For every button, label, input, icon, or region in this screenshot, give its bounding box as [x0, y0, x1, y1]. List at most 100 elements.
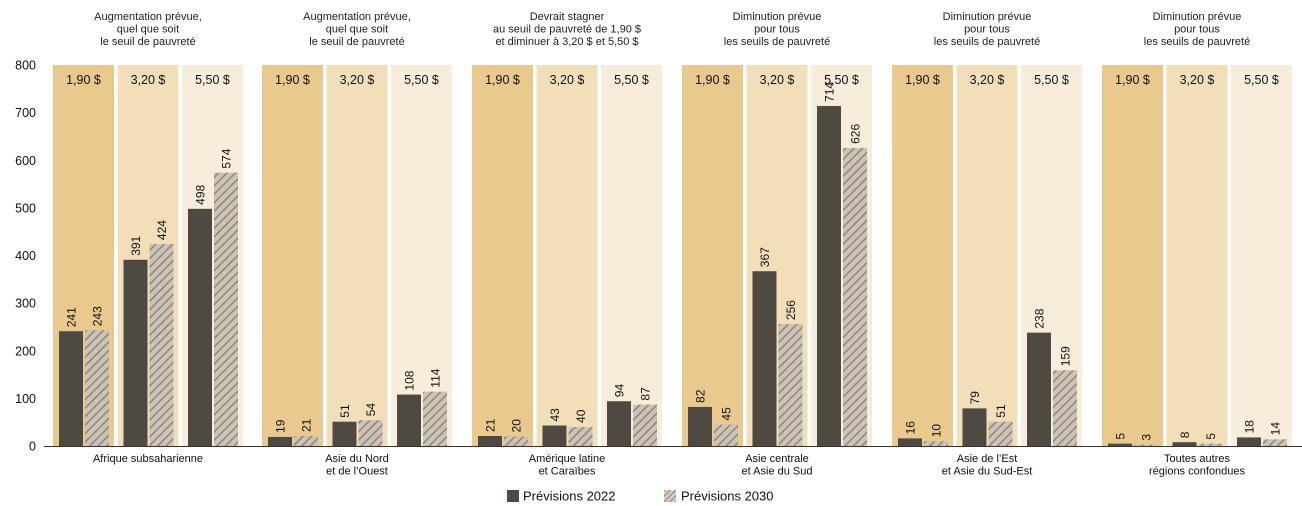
- threshold-label: 3,20 $: [760, 73, 795, 87]
- threshold-band: [536, 65, 598, 446]
- data-label: 40: [574, 409, 588, 423]
- group-header: pour tous: [1174, 24, 1220, 36]
- threshold-label: 5,50 $: [824, 73, 859, 87]
- region-label: Afrique subsaharienne: [93, 453, 203, 465]
- group-header: quel que soit: [117, 24, 179, 36]
- region-label: Amérique latine: [529, 453, 605, 465]
- group-header: Augmentation prévue,: [303, 11, 411, 23]
- bar-2022: [332, 421, 357, 446]
- group-header: Diminution prévue: [943, 11, 1032, 23]
- bar-2022: [542, 425, 567, 446]
- data-label: 159: [1059, 346, 1073, 366]
- bar-2022: [59, 331, 83, 446]
- data-label: 714: [823, 82, 837, 102]
- data-label: 51: [994, 404, 1008, 418]
- threshold-band: [682, 65, 743, 446]
- group-header: les seuils de pauvreté: [1144, 36, 1250, 48]
- data-label: 20: [510, 419, 524, 433]
- bar-2022: [268, 436, 292, 446]
- data-label: 18: [1243, 420, 1257, 434]
- group-header: le seuil de pauvreté: [309, 36, 404, 48]
- bar-2030: [504, 436, 528, 446]
- group-header: Diminution prévue: [733, 11, 822, 23]
- threshold-band: [472, 65, 533, 446]
- threshold-band: [262, 65, 323, 446]
- data-label: 19: [274, 419, 288, 433]
- data-label: 51: [338, 404, 352, 418]
- group-header: et diminuer à 3,20 $ et 5,50 $: [495, 36, 638, 48]
- y-tick-label: 400: [15, 249, 36, 263]
- y-tick-label: 600: [15, 154, 36, 168]
- data-label: 626: [849, 124, 863, 144]
- group-header: Devrait stagner: [530, 11, 605, 23]
- data-label: 45: [720, 407, 734, 421]
- y-tick-label: 700: [15, 106, 36, 120]
- bar-2022: [1108, 443, 1132, 446]
- y-tick-label: 100: [15, 392, 36, 406]
- bar-2030: [843, 147, 867, 446]
- threshold-label: 3,20 $: [340, 73, 375, 87]
- bar-2022: [898, 438, 922, 446]
- threshold-band: [601, 65, 662, 446]
- bar-2022: [1237, 437, 1261, 446]
- legend-label-2030: Prévisions 2030: [681, 489, 774, 504]
- threshold-label: 5,50 $: [1244, 73, 1279, 87]
- data-label: 424: [155, 220, 169, 240]
- legend-label-2022: Prévisions 2022: [523, 489, 616, 504]
- threshold-band: [956, 65, 1018, 446]
- threshold-label: 3,20 $: [131, 73, 166, 87]
- data-label: 241: [65, 307, 79, 327]
- bar-2030: [988, 421, 1013, 446]
- data-label: 114: [429, 368, 443, 387]
- threshold-label: 5,50 $: [195, 73, 230, 87]
- group-header: Diminution prévue: [1153, 11, 1242, 23]
- threshold-label: 5,50 $: [1034, 73, 1069, 87]
- threshold-bands: [53, 65, 1292, 446]
- data-label: 3: [1140, 434, 1154, 441]
- bar-2022: [607, 401, 631, 446]
- threshold-label: 1,90 $: [66, 73, 101, 87]
- data-label: 43: [548, 408, 562, 422]
- y-tick-label: 500: [15, 201, 36, 215]
- data-label: 54: [364, 403, 378, 417]
- data-label: 498: [194, 184, 208, 204]
- data-label: 5: [1204, 433, 1218, 440]
- threshold-label: 5,50 $: [404, 73, 439, 87]
- threshold-label: 1,90 $: [275, 73, 310, 87]
- bars: [59, 105, 1287, 447]
- data-label: 21: [484, 418, 498, 432]
- y-axis: 0 100 200 300 400 500 600 700 800: [15, 59, 1302, 454]
- bar-2030: [1134, 444, 1158, 446]
- data-label: 79: [968, 391, 982, 405]
- bar-2030: [568, 426, 593, 446]
- data-label: 391: [129, 235, 143, 255]
- bar-2022: [752, 271, 777, 446]
- bar-2030: [358, 420, 383, 446]
- data-label: 10: [930, 424, 944, 438]
- group-header: quel que soit: [326, 24, 388, 36]
- bar-2030: [85, 330, 109, 446]
- data-label: 574: [220, 148, 234, 168]
- group-header: les seuils de pauvreté: [934, 36, 1040, 48]
- threshold-label: 1,90 $: [695, 73, 730, 87]
- threshold-label: 3,20 $: [1180, 73, 1215, 87]
- bar-2030: [1263, 439, 1287, 446]
- threshold-band: [892, 65, 953, 446]
- region-label: Asie de l’Est: [957, 453, 1018, 465]
- region-label: Asie du Nord: [325, 453, 389, 465]
- region-label: Toutes autres: [1164, 453, 1231, 465]
- y-tick-label: 200: [15, 344, 36, 358]
- data-label: 16: [904, 421, 918, 435]
- threshold-label: 5,50 $: [614, 73, 649, 87]
- bar-2022: [188, 208, 212, 446]
- bar-2030: [149, 244, 174, 446]
- threshold-label: 3,20 $: [550, 73, 585, 87]
- group-header: pour tous: [754, 24, 800, 36]
- threshold-label: 3,20 $: [970, 73, 1005, 87]
- threshold-label: 1,90 $: [1115, 73, 1150, 87]
- region-label: Asie centrale: [745, 453, 809, 465]
- y-tick-label: 300: [15, 297, 36, 311]
- region-label: et Asie du Sud-Est: [942, 466, 1033, 478]
